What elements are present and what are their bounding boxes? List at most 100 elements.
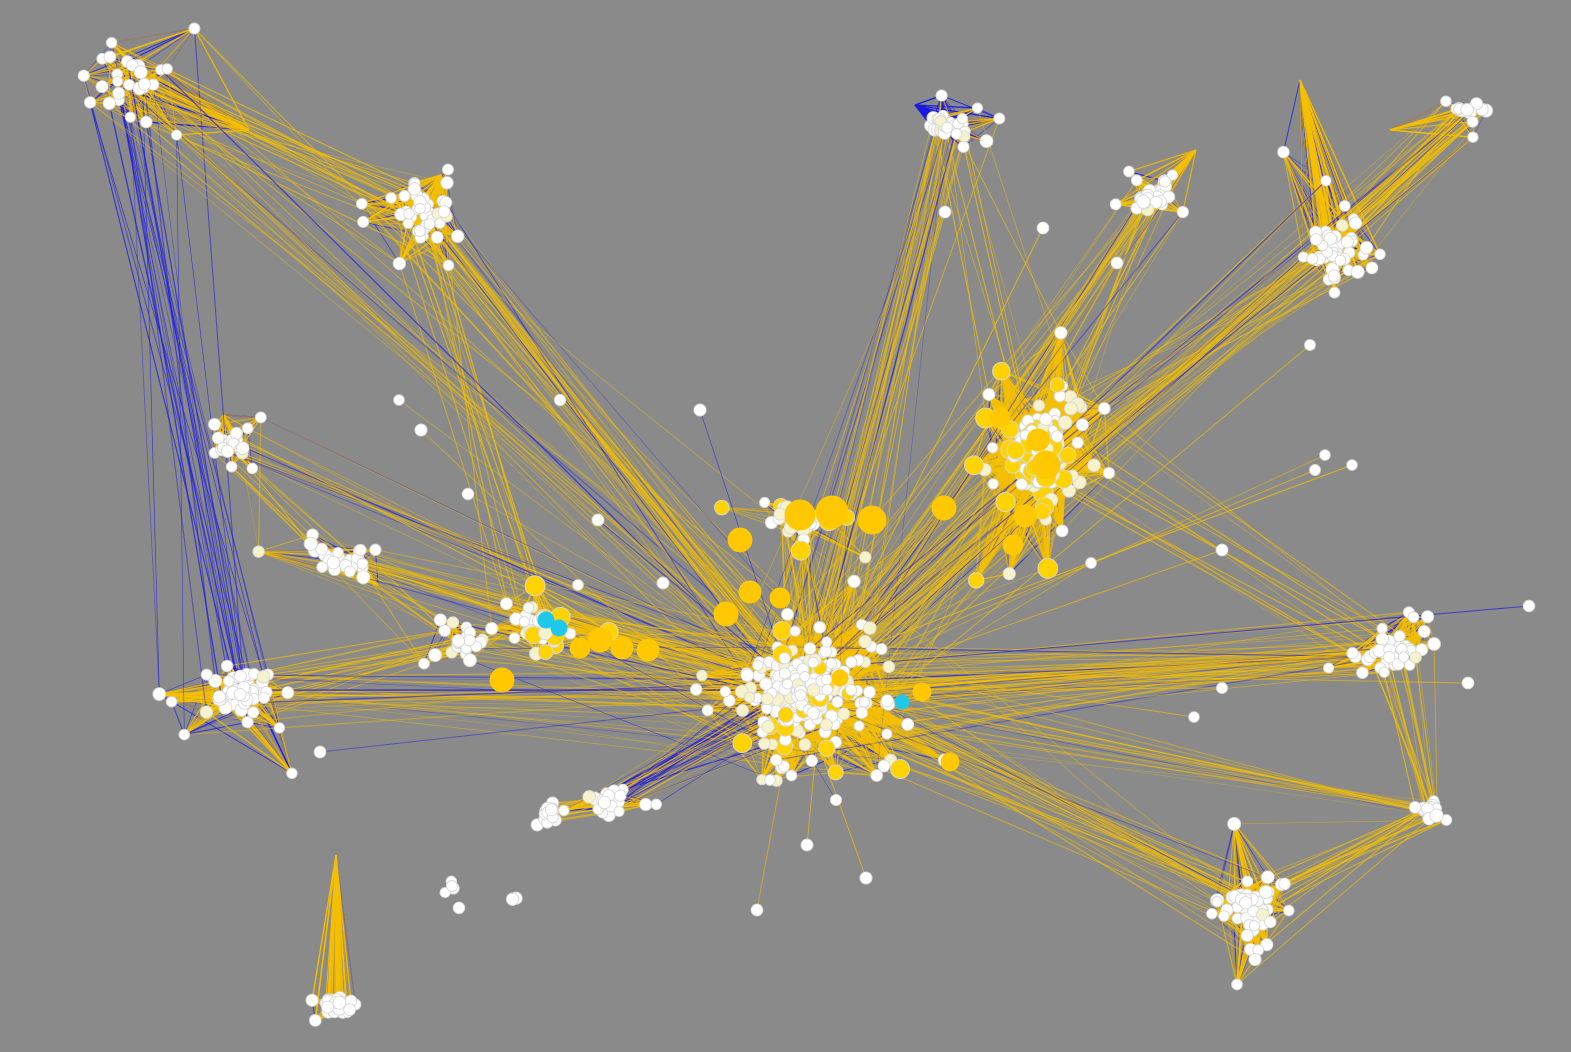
graph-node <box>938 205 952 219</box>
graph-node <box>252 545 265 558</box>
graph-node <box>1350 264 1365 279</box>
graph-node <box>1466 115 1479 128</box>
graph-node <box>875 642 888 656</box>
graph-node <box>343 565 356 578</box>
graph-node <box>462 653 477 668</box>
graph-node <box>105 36 118 49</box>
graph-node <box>463 634 476 647</box>
graph-node <box>241 716 254 729</box>
graph-node <box>1258 885 1273 899</box>
graph-node <box>829 793 843 807</box>
graph-node <box>1278 877 1291 891</box>
graph-node <box>821 636 833 648</box>
graph-node <box>941 121 954 134</box>
graph-node <box>305 993 319 1007</box>
graph-node <box>1365 261 1379 275</box>
graph-node-gold-hub <box>489 667 515 693</box>
graph-node <box>1166 169 1179 181</box>
graph-node <box>1283 904 1295 917</box>
graph-node <box>1461 676 1475 690</box>
graph-node <box>877 759 891 773</box>
graph-node <box>770 753 783 767</box>
graph-node <box>1260 870 1275 885</box>
graph-node <box>446 616 460 629</box>
graph-node <box>760 692 774 706</box>
graph-node-cyan <box>550 619 568 637</box>
graph-node <box>1176 205 1189 219</box>
graph-node <box>714 499 730 516</box>
graph-node <box>1340 235 1354 249</box>
graph-node <box>759 677 773 691</box>
graph-node <box>211 431 225 445</box>
graph-node <box>437 205 451 218</box>
graph-node <box>1110 256 1124 270</box>
graph-node <box>1319 449 1331 461</box>
graph-node <box>1240 929 1254 942</box>
graph-node <box>1075 418 1089 432</box>
graph-node <box>1460 103 1474 117</box>
graph-node <box>759 496 771 508</box>
graph-node <box>993 112 1006 125</box>
graph-node <box>1049 377 1066 393</box>
graph-node <box>1407 611 1420 624</box>
graph-node <box>957 140 970 153</box>
graph-node <box>499 597 513 611</box>
graph-node <box>880 694 894 708</box>
graph-node-gold-hub <box>815 495 849 529</box>
graph-node <box>855 706 869 719</box>
graph-node <box>758 737 771 750</box>
graph-node <box>1057 415 1073 430</box>
graph-node <box>1304 339 1316 351</box>
graph-node <box>847 574 861 589</box>
graph-node <box>881 728 893 740</box>
graph-node-cyan <box>894 694 910 710</box>
graph-node <box>1323 662 1335 674</box>
graph-node <box>220 444 235 458</box>
graph-node <box>247 706 260 719</box>
graph-node <box>572 579 584 591</box>
graph-node <box>112 86 126 100</box>
graph-node <box>281 686 295 700</box>
graph-node <box>1409 651 1422 664</box>
graph-node-gold-hub <box>1002 534 1024 556</box>
graph-node <box>1522 599 1536 613</box>
graph-node <box>1123 165 1135 178</box>
graph-node <box>225 460 238 473</box>
graph-node <box>1158 175 1171 188</box>
graph-node <box>1427 637 1441 651</box>
graph-node <box>137 77 151 91</box>
graph-node <box>313 745 327 759</box>
graph-node <box>820 718 833 732</box>
graph-node <box>442 259 455 272</box>
graph-node <box>414 202 426 215</box>
graph-node <box>256 670 271 684</box>
graph-node <box>1059 446 1077 464</box>
graph-node <box>1327 269 1341 283</box>
graph-node <box>102 96 116 110</box>
graph-node <box>995 491 1016 513</box>
graph-node <box>1346 459 1358 471</box>
graph-node <box>357 215 370 228</box>
graph-node <box>1378 666 1390 678</box>
graph-node <box>863 685 876 699</box>
graph-node <box>1071 436 1084 449</box>
graph-node <box>950 128 963 140</box>
graph-node <box>986 442 999 454</box>
graph-node <box>428 648 443 663</box>
graph-node <box>1085 557 1097 569</box>
graph-node <box>518 616 530 628</box>
graph-node <box>222 675 235 687</box>
graph-node-gold-hub <box>784 499 816 531</box>
graph-node <box>356 557 369 570</box>
graph-node <box>451 634 466 648</box>
graph-node <box>403 208 415 220</box>
graph-node <box>821 673 833 686</box>
graph-node <box>859 871 873 885</box>
graph-node <box>782 678 793 690</box>
graph-node-gold-hub <box>569 637 591 659</box>
graph-node <box>257 691 271 704</box>
graph-node <box>485 621 499 636</box>
graph-node <box>451 229 465 243</box>
graph-node <box>956 113 969 125</box>
graph-node <box>862 621 877 635</box>
